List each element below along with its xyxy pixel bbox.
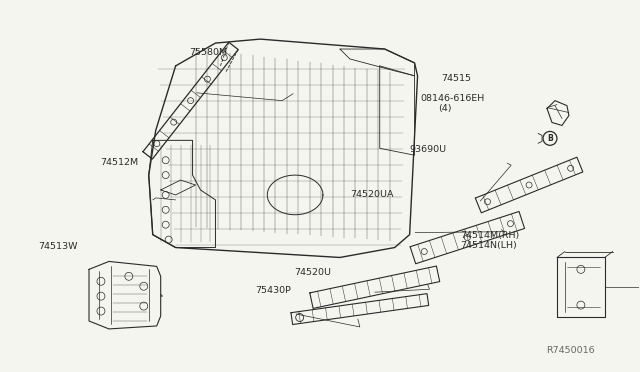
Text: 74513W: 74513W — [38, 243, 78, 251]
Text: 74514N(LH): 74514N(LH) — [460, 241, 517, 250]
Text: 93690U: 93690U — [409, 145, 446, 154]
Text: 08146-616EH: 08146-616EH — [420, 94, 485, 103]
Text: (4): (4) — [438, 104, 452, 113]
Text: 74514M(RH): 74514M(RH) — [460, 231, 520, 240]
Text: 74515: 74515 — [441, 74, 471, 83]
Text: R7450016: R7450016 — [546, 346, 595, 355]
Text: B: B — [547, 134, 553, 143]
Text: 74520UA: 74520UA — [351, 190, 394, 199]
Text: 75580M: 75580M — [189, 48, 227, 57]
Text: 74520U: 74520U — [294, 268, 332, 277]
Text: 74512M: 74512M — [100, 157, 138, 167]
Text: 75430P: 75430P — [255, 286, 291, 295]
